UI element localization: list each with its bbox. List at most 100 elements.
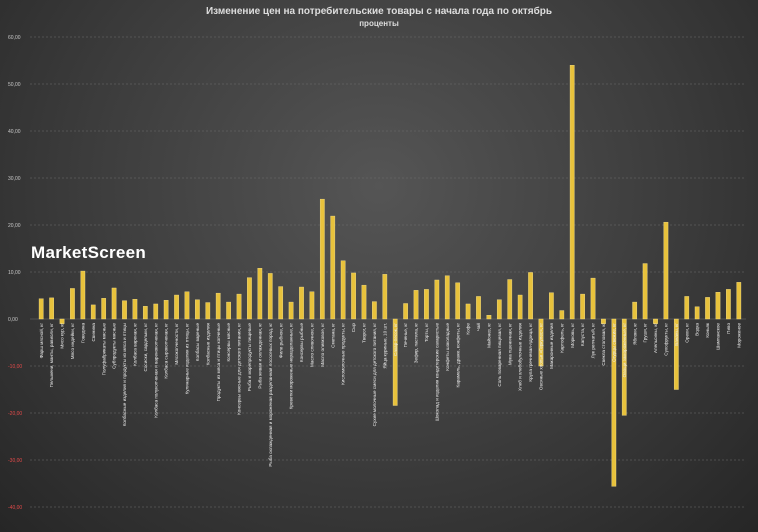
bar — [122, 300, 127, 320]
x-tick-label: Колбасы вареные — [195, 323, 200, 362]
bar — [715, 292, 721, 320]
x-tick-label: Овощи замороженные, кг — [622, 323, 627, 378]
bar — [736, 282, 742, 320]
x-tick-label: Шампанское — [716, 323, 721, 350]
y-tick-label: -20,00 — [8, 411, 22, 417]
bar — [444, 275, 450, 320]
x-tick-label: Бананы, кг — [674, 323, 679, 346]
chart-title: Изменение цен на потребительские товары … — [205, 6, 553, 17]
marketscreen-logo: MarketScreen — [31, 243, 147, 262]
bar — [195, 299, 200, 320]
bar — [621, 318, 627, 416]
x-tick-label: Макаронные изделия — [549, 322, 554, 368]
bar — [486, 315, 492, 320]
x-tick-label: Сыр — [351, 323, 356, 333]
bar — [132, 299, 138, 320]
bar — [496, 299, 502, 320]
bar — [611, 318, 617, 487]
x-tick-label: Мясо индейки, кг — [69, 323, 75, 360]
x-tick-label: Картофель, кг — [559, 323, 564, 353]
bar — [580, 293, 585, 320]
x-tick-label: Шоколад и изделия кондитерские сахаристы… — [434, 323, 439, 422]
bar — [392, 318, 398, 406]
x-tick-label: Полуфабрикаты мясные — [101, 323, 106, 376]
bar — [642, 263, 648, 320]
bar — [372, 301, 377, 320]
x-tick-label: Сметана, кг — [330, 323, 335, 348]
x-tick-label: Сухие молочные смеси для детского питани… — [372, 323, 377, 427]
x-tick-label: Масло сливочное, кг — [310, 323, 315, 367]
x-tick-label: Чай — [475, 323, 481, 332]
x-tick-label: Коньяк — [705, 322, 710, 338]
bar — [601, 318, 606, 324]
bar — [205, 302, 211, 320]
bar — [163, 300, 169, 320]
x-tick-label: Рыба и морепродукты пищевые — [247, 323, 252, 392]
x-tick-label: Апельсины, кг — [653, 323, 658, 353]
x-tick-label: Колбаса вареная, кг — [133, 323, 138, 366]
x-tick-label: Капуста, кг — [580, 323, 585, 346]
y-tick-label: -40,00 — [8, 505, 22, 511]
y-tick-label: 10,00 — [8, 270, 21, 276]
x-tick-label: Говядина — [80, 323, 85, 343]
x-tick-label: Мясокопчености, кг — [174, 323, 179, 365]
x-tick-label: Консервы мясные для детского питания, кг — [237, 323, 242, 415]
bar — [465, 303, 471, 320]
x-tick-label: Кисломолочные продукты, кг — [341, 323, 346, 385]
bar — [226, 301, 231, 320]
x-tick-label: Колбаса сырокопченая, кг — [164, 323, 169, 379]
bar — [590, 277, 596, 320]
x-tick-label: Пельмени, манты, равиоли, кг — [49, 323, 54, 388]
x-tick-label: Морковь, кг — [570, 323, 575, 348]
bar — [278, 286, 284, 320]
x-tick-label: Яблоки, кг — [632, 323, 637, 345]
bar — [101, 298, 107, 320]
x-tick-label: Консервы мясные — [226, 323, 231, 362]
x-tick-label: Сахар-песок, кг — [393, 323, 398, 356]
bar — [434, 279, 440, 320]
bar — [80, 270, 86, 320]
bar — [153, 303, 159, 320]
bar — [288, 301, 294, 320]
bar — [299, 286, 304, 320]
bar — [361, 284, 367, 320]
x-tick-label: Крупа гречневая-ядрица, кг — [528, 323, 533, 382]
x-tick-label: Свекла столовая, кг — [601, 323, 606, 366]
x-tick-label: Колбасные изделия и продукты из мяса и п… — [122, 323, 127, 426]
x-tick-label: Фарш мясной, кг — [38, 323, 44, 359]
x-tick-label: Яйца куриные, 10 шт. — [381, 323, 387, 369]
x-tick-label: Сосиски, сардельки, кг — [143, 323, 148, 372]
bar — [549, 292, 554, 320]
bar — [111, 287, 117, 320]
bar — [70, 288, 75, 320]
bar — [351, 272, 356, 320]
bar — [236, 293, 242, 320]
y-tick-label: -30,00 — [8, 458, 22, 464]
bar — [705, 297, 710, 320]
x-tick-label: Карамель, драже, конфеты, кг — [455, 323, 460, 388]
bar — [569, 64, 575, 320]
bar — [632, 301, 638, 320]
y-tick-label: 20,00 — [8, 223, 21, 229]
x-tick-label: Лук репчатый, кг — [590, 323, 596, 359]
x-tick-label: Колбасные изделия — [205, 322, 210, 365]
x-tick-label: Орехи, кг — [684, 323, 689, 343]
x-tick-label: Водка — [695, 323, 700, 336]
bar — [267, 273, 273, 320]
bar — [507, 279, 513, 320]
x-tick-label: Кофе — [466, 323, 471, 335]
x-tick-label: Свинина — [91, 323, 96, 342]
x-tick-label: Зефир, пастила, кг — [414, 323, 419, 364]
y-tick-label: 40,00 — [8, 129, 21, 135]
x-tick-label: Филе рыбное, кг — [278, 323, 283, 358]
y-tick-label: 0,00 — [8, 317, 18, 323]
bar — [215, 292, 221, 320]
bar — [517, 294, 523, 320]
y-tick-label: 60,00 — [8, 35, 21, 41]
bar — [684, 296, 690, 320]
x-tick-label: Груши, кг — [643, 323, 648, 343]
bar — [538, 318, 544, 367]
x-tick-label: Огурцы свежие, кг — [611, 323, 616, 362]
bar — [413, 290, 419, 320]
